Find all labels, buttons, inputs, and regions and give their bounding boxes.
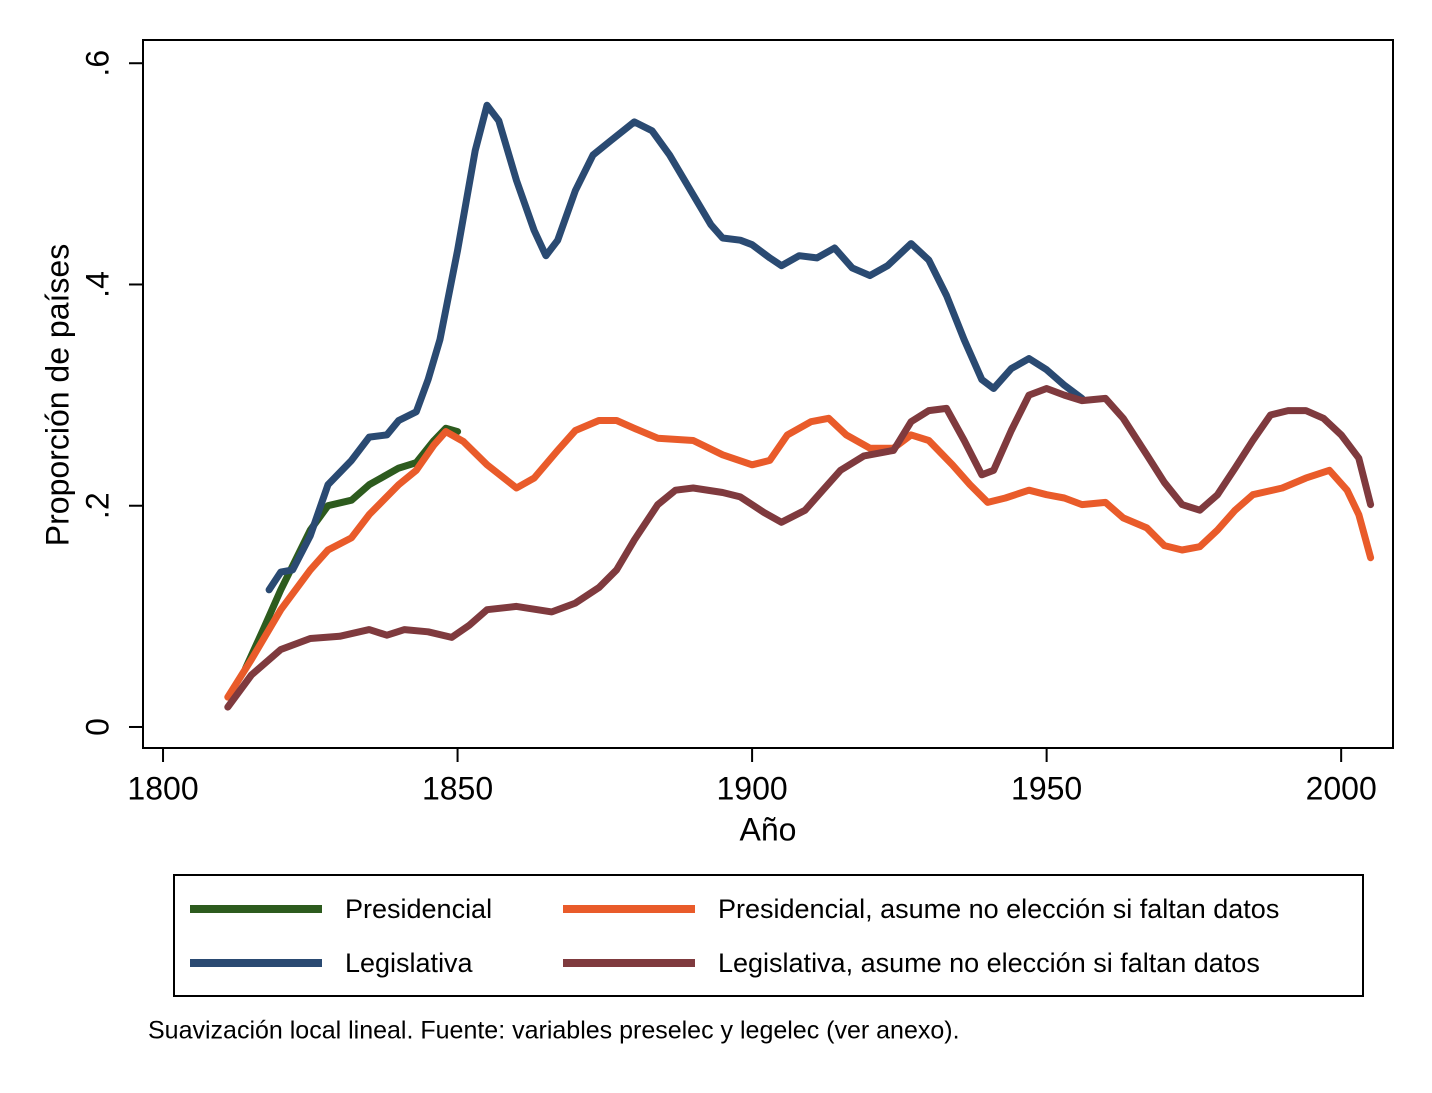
- series-line: [224, 414, 1375, 701]
- series-line: [265, 101, 1086, 594]
- x-tick-label: 1800: [127, 770, 198, 806]
- plot-frame: [142, 39, 1394, 749]
- y-tick-label: .2: [79, 492, 115, 519]
- x-tick-label: 1950: [1011, 770, 1082, 806]
- y-tick-label: .6: [79, 50, 115, 77]
- x-tick-label: 1900: [717, 770, 788, 806]
- legend-label: Legislativa, asume no elección si faltan…: [718, 948, 1260, 978]
- legend-label: Presidencial, asume no elección si falta…: [718, 894, 1279, 924]
- x-axis-title: Año: [740, 811, 797, 847]
- y-axis-title: Proporción de países: [39, 244, 75, 546]
- x-tick-label: 1850: [422, 770, 493, 806]
- x-tick-label: 2000: [1306, 770, 1377, 806]
- series-line: [224, 385, 1375, 711]
- note: Suavización local lineal. Fuente: variab…: [148, 1017, 960, 1045]
- legend-box: [173, 874, 1364, 997]
- legend-label: Legislativa: [345, 948, 474, 978]
- y-tick-label: .4: [79, 271, 115, 298]
- y-tick-label: 0: [79, 718, 115, 736]
- legend-label: Presidencial: [345, 894, 492, 924]
